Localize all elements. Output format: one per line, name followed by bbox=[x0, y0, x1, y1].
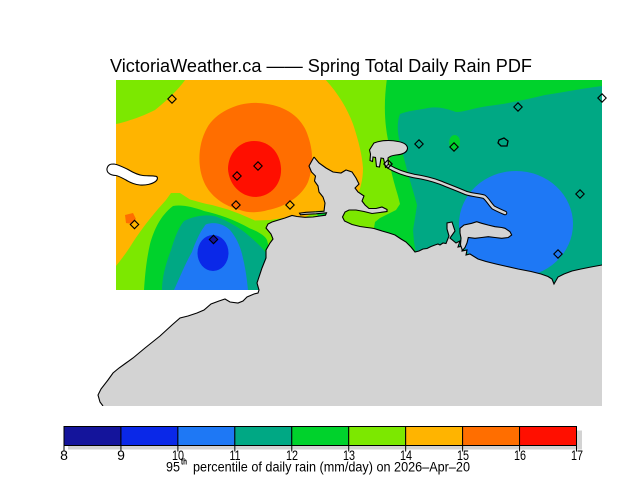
svg-text:95: 95 bbox=[166, 460, 180, 475]
svg-text:16: 16 bbox=[514, 447, 526, 463]
svg-text:VictoriaWeather.ca —— Spring T: VictoriaWeather.ca —— Spring Total Daily… bbox=[110, 55, 532, 76]
svg-text:9: 9 bbox=[117, 447, 125, 463]
svg-text:percentile of daily rain (mm/d: percentile of daily rain (mm/day) on 202… bbox=[193, 460, 470, 475]
svg-text:17: 17 bbox=[571, 447, 583, 463]
svg-text:12: 12 bbox=[286, 447, 298, 463]
svg-text:10: 10 bbox=[172, 447, 184, 463]
svg-text:13: 13 bbox=[343, 447, 355, 463]
svg-text:15: 15 bbox=[457, 447, 469, 463]
svg-text:11: 11 bbox=[230, 447, 241, 463]
svg-text:14: 14 bbox=[400, 447, 412, 463]
svg-text:th: th bbox=[181, 457, 187, 467]
svg-text:8: 8 bbox=[60, 447, 68, 463]
